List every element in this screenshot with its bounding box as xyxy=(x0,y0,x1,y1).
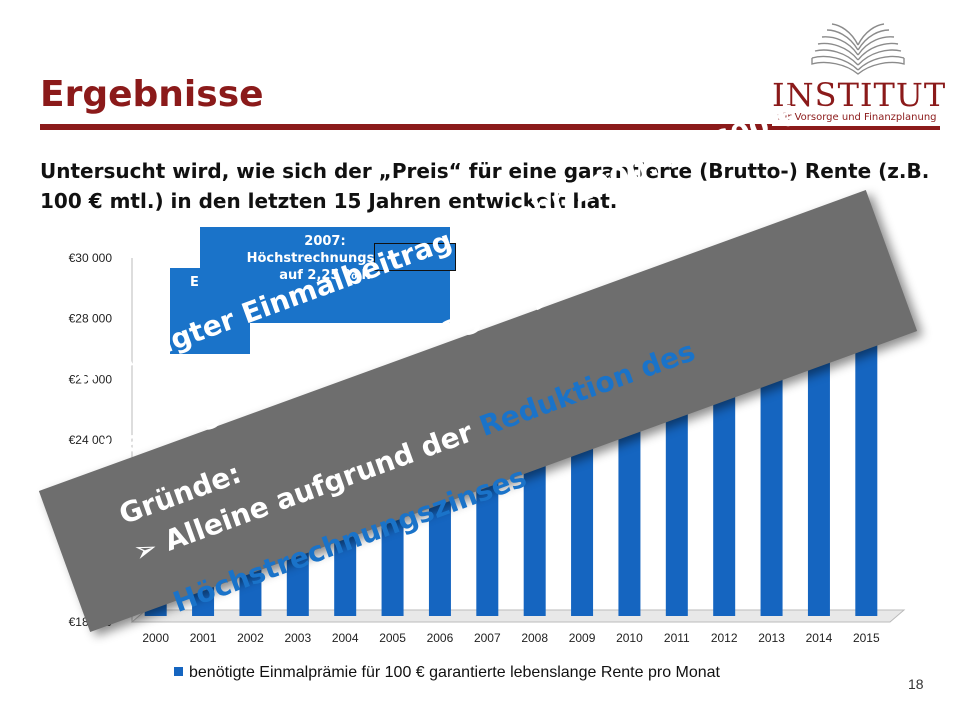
y-tick-label: €26 000 xyxy=(69,372,113,386)
callout-2007-line2: Höchstrechnungszins xyxy=(246,251,404,266)
institut-logo: INSTITUT für Vorsorge und Finanzplanung xyxy=(772,18,947,126)
logo-name: INSTITUT xyxy=(772,76,947,114)
y-tick-label: €28 000 xyxy=(69,312,113,326)
x-tick-label: 2009 xyxy=(569,631,596,645)
callout-2007-line3: auf 2,25 % h xyxy=(279,268,371,283)
legend-swatch xyxy=(174,667,183,676)
open-book-icon xyxy=(811,23,905,75)
bar xyxy=(855,285,878,616)
slide-title: Ergebnisse xyxy=(40,74,264,115)
bar xyxy=(713,355,736,616)
x-tick-label: 2015 xyxy=(853,631,880,645)
x-tick-label: 2012 xyxy=(711,631,738,645)
legend-label: benötigte Einmalprämie für 100 € garanti… xyxy=(189,664,720,681)
title-rule xyxy=(40,124,940,130)
x-tick-label: 2001 xyxy=(190,631,217,645)
intro-text: Untersucht wird, wie sich der „Preis“ fü… xyxy=(40,159,930,213)
y-tick-label: €30 000 xyxy=(69,251,113,265)
x-tick-label: 2006 xyxy=(427,631,454,645)
bar xyxy=(665,370,688,616)
chart-legend: benötigte Einmalprämie für 100 € garanti… xyxy=(174,664,720,682)
callout-dark xyxy=(374,243,456,271)
x-tick-label: 2002 xyxy=(237,631,264,645)
callout-back-line1: E xyxy=(190,275,199,290)
bar xyxy=(618,382,641,616)
x-tick-label: 2003 xyxy=(284,631,311,645)
x-tick-label: 2008 xyxy=(521,631,548,645)
bar xyxy=(760,339,783,616)
x-tick-label: 2013 xyxy=(758,631,785,645)
page-number: 18 xyxy=(908,676,924,692)
x-tick-label: 2010 xyxy=(616,631,643,645)
y-tick-label: €24 000 xyxy=(69,433,113,447)
logo-subtitle: für Vorsorge und Finanzplanung xyxy=(777,112,937,123)
x-tick-label: 2014 xyxy=(806,631,833,645)
x-tick-label: 2005 xyxy=(379,631,406,645)
callout-2007-line1: 2007: xyxy=(304,234,346,249)
bar xyxy=(807,318,830,616)
callout-back: E xyxy=(170,268,250,354)
x-tick-label: 2007 xyxy=(474,631,501,645)
x-tick-label: 2004 xyxy=(332,631,359,645)
x-tick-label: 2000 xyxy=(142,631,169,645)
chart-floor xyxy=(130,609,906,623)
x-tick-label: 2011 xyxy=(664,631,690,645)
